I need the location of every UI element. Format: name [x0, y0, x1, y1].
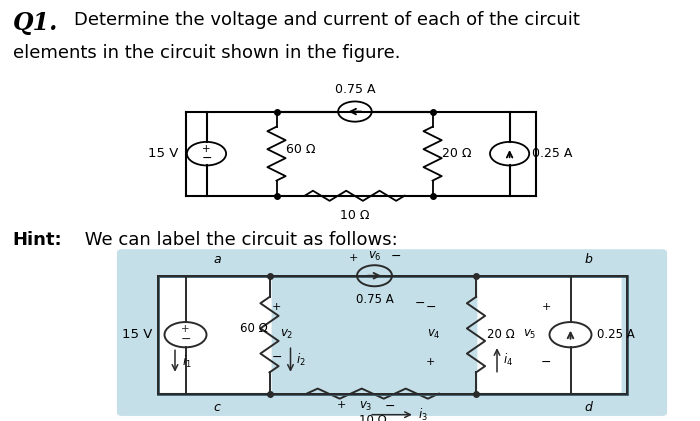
Text: −: −	[202, 152, 211, 165]
Text: $i_4$: $i_4$	[503, 352, 512, 368]
Text: Determine the voltage and current of each of the circuit: Determine the voltage and current of eac…	[74, 11, 580, 29]
Text: 10 Ω: 10 Ω	[359, 414, 386, 421]
FancyBboxPatch shape	[117, 249, 667, 416]
Text: $v_2$: $v_2$	[280, 328, 293, 341]
Text: 60 Ω: 60 Ω	[240, 322, 268, 335]
Text: $v_6$: $v_6$	[368, 250, 382, 263]
Text: +: +	[272, 302, 281, 312]
Text: +: +	[349, 253, 358, 263]
Text: +: +	[337, 400, 346, 410]
Bar	[158, 276, 626, 394]
Text: −: −	[414, 297, 426, 309]
Text: $v_5$: $v_5$	[524, 328, 537, 341]
Text: b: b	[584, 253, 592, 266]
Text: 20 Ω: 20 Ω	[486, 328, 514, 341]
Text: 0.75 A: 0.75 A	[356, 293, 393, 306]
Text: 20 Ω: 20 Ω	[442, 147, 471, 160]
Text: −: −	[181, 333, 190, 346]
Text: 10 Ω: 10 Ω	[340, 209, 370, 222]
Text: −: −	[540, 356, 551, 368]
Text: +: +	[541, 302, 551, 312]
Text: 0.75 A: 0.75 A	[335, 83, 375, 96]
Text: 15 V: 15 V	[148, 147, 178, 160]
Text: c: c	[214, 401, 220, 414]
Text: 0.25 A: 0.25 A	[532, 147, 573, 160]
Text: −: −	[426, 301, 435, 314]
Text: a: a	[214, 253, 220, 266]
Text: −: −	[272, 352, 281, 364]
Text: d: d	[584, 401, 592, 414]
Text: +: +	[426, 357, 435, 367]
Text: 15 V: 15 V	[122, 328, 152, 341]
FancyBboxPatch shape	[477, 277, 622, 393]
Text: +: +	[181, 325, 190, 334]
Text: We can label the circuit as follows:: We can label the circuit as follows:	[79, 231, 398, 249]
Text: $i_2$: $i_2$	[296, 352, 306, 368]
Text: $v_3$: $v_3$	[359, 400, 372, 413]
Text: −: −	[385, 400, 396, 413]
Text: Hint:: Hint:	[13, 231, 62, 249]
Text: $v_4$: $v_4$	[427, 328, 441, 341]
Text: Q1.: Q1.	[13, 11, 58, 35]
Text: $i_3$: $i_3$	[418, 407, 428, 421]
Text: 60 Ω: 60 Ω	[286, 143, 315, 156]
Text: −: −	[391, 250, 401, 263]
Text: elements in the circuit shown in the figure.: elements in the circuit shown in the fig…	[13, 44, 400, 62]
Text: $i_1$: $i_1$	[182, 354, 192, 370]
Text: +: +	[202, 144, 211, 154]
Text: 0.25 A: 0.25 A	[597, 328, 635, 341]
FancyBboxPatch shape	[159, 277, 272, 393]
